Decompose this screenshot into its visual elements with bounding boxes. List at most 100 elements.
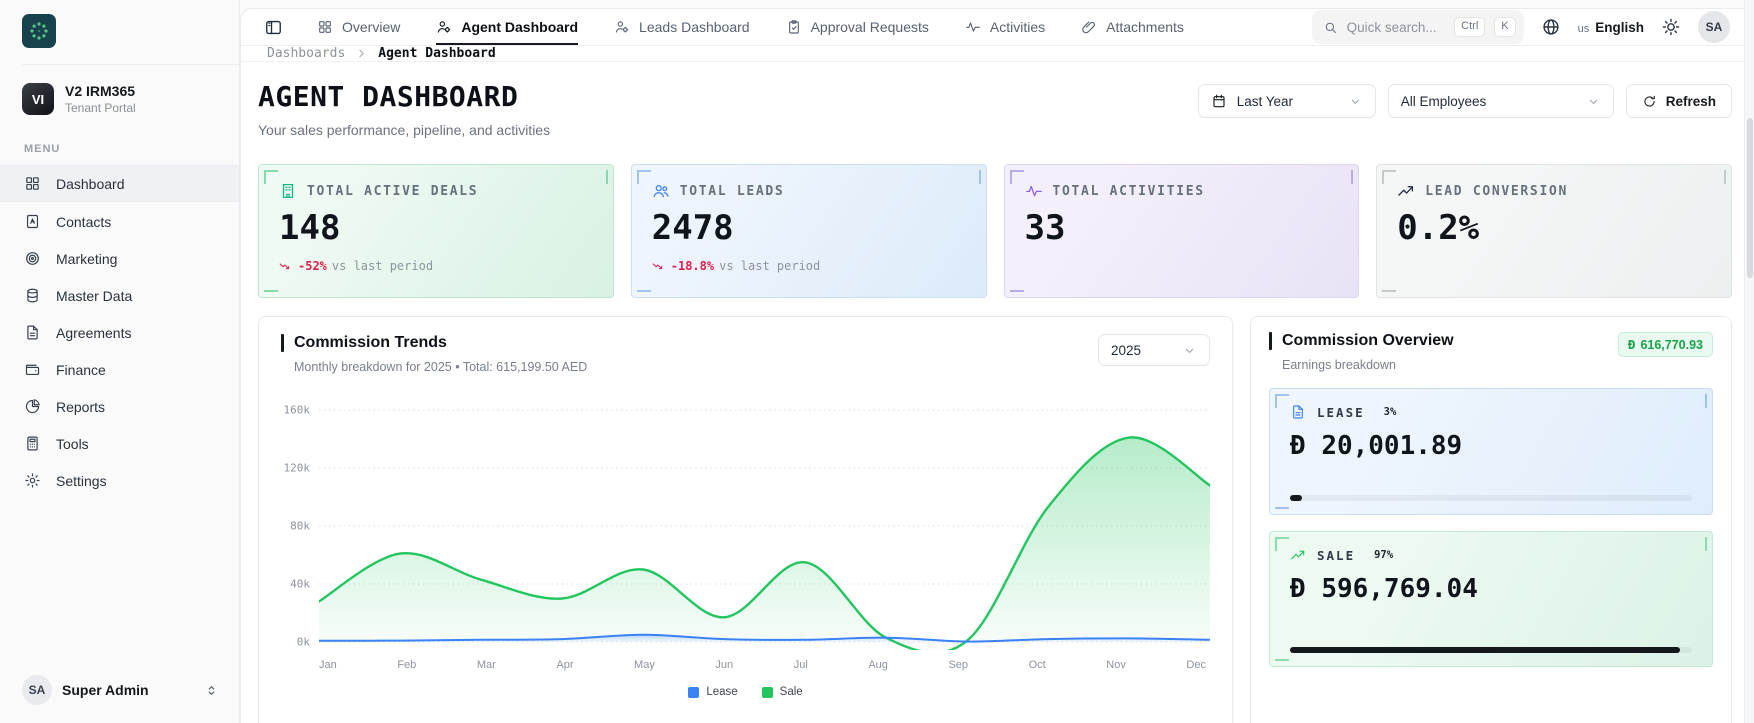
- user-switcher[interactable]: SA Super Admin: [0, 665, 239, 707]
- sidebar-item-marketing[interactable]: Marketing: [0, 241, 239, 276]
- currency-symbol: Đ: [1290, 431, 1321, 461]
- year-select-value: 2025: [1111, 343, 1141, 358]
- breadcrumb: Dashboards Agent Dashboard: [241, 46, 1754, 62]
- kpi-card-lead-conversion: LEAD CONVERSION 0.2%: [1376, 164, 1732, 298]
- sidebar-item-settings[interactable]: Settings: [0, 463, 239, 498]
- x-axis-tick: Jun: [715, 659, 733, 671]
- tab-label: Approval Requests: [811, 19, 929, 35]
- tenant-switcher[interactable]: VI V2 IRM365 Tenant Portal: [0, 83, 239, 115]
- tab-activities[interactable]: Activities: [965, 9, 1045, 45]
- grid-icon: [317, 19, 333, 35]
- tab-label: Activities: [990, 19, 1045, 35]
- language-label: English: [1595, 20, 1644, 35]
- title-accent-bar: [281, 334, 284, 352]
- trend-up-icon: [1397, 182, 1415, 200]
- sidebar-item-label: Settings: [56, 473, 107, 489]
- kpi-card-total-activities: TOTAL ACTIVITIES33: [1004, 164, 1360, 298]
- x-axis-tick: Mar: [477, 659, 496, 671]
- corner-accent: [1705, 537, 1707, 551]
- app-logo[interactable]: [22, 14, 56, 48]
- period-select-value: Last Year: [1237, 94, 1293, 109]
- theme-toggle-sun-icon[interactable]: [1661, 17, 1681, 37]
- kpi-label: LEAD CONVERSION: [1425, 184, 1568, 199]
- search-icon: [1323, 20, 1338, 35]
- grid-icon: [24, 175, 41, 192]
- kpi-value: 0.2%: [1397, 208, 1711, 248]
- sidebar-item-label: Contacts: [56, 214, 111, 230]
- profile-avatar[interactable]: SA: [1698, 11, 1730, 43]
- period-select[interactable]: Last Year: [1198, 84, 1376, 118]
- search-placeholder: Quick search...: [1347, 20, 1446, 35]
- corner-accent: [637, 170, 651, 184]
- kpi-value: 2478: [652, 208, 966, 248]
- calendar-icon: [1211, 93, 1227, 109]
- database-icon: [24, 287, 41, 304]
- sparkle-logo-icon: [27, 19, 51, 43]
- main-area: OverviewAgent DashboardLeads DashboardAp…: [240, 8, 1754, 723]
- commission-trends-panel: Commission Trends Monthly breakdown for …: [258, 316, 1233, 723]
- tab-attachments[interactable]: Attachments: [1081, 9, 1184, 45]
- currency-symbol: Đ: [1628, 337, 1636, 352]
- sidebar-item-finance[interactable]: Finance: [0, 352, 239, 387]
- user-name: Super Admin: [62, 682, 149, 698]
- refresh-icon: [1642, 94, 1657, 109]
- top-tabs: Overview Agent Dashboard Leads Dashboard Ap…: [317, 9, 1184, 45]
- corner-accent: [1382, 290, 1396, 292]
- scrollbar-thumb[interactable]: [1747, 118, 1753, 278]
- kpi-trend: -52%vs last period: [279, 259, 593, 273]
- legend-swatch: [688, 687, 699, 698]
- corner-accent: [1351, 170, 1353, 184]
- tab-leads-dashboard[interactable]: Leads Dashboard: [614, 9, 750, 45]
- search-input[interactable]: Quick search... Ctrl K: [1312, 10, 1524, 44]
- legend-item-sale[interactable]: Sale: [762, 686, 803, 698]
- building-icon: [279, 182, 297, 200]
- y-axis-tick: 0k: [297, 636, 310, 649]
- x-axis-tick: Oct: [1029, 659, 1046, 671]
- corner-accent: [1724, 170, 1726, 184]
- user-gear-icon: [614, 19, 630, 35]
- legend-swatch: [762, 687, 773, 698]
- earnings-card-sale: SALE97%Đ 596,769.04: [1269, 531, 1713, 667]
- corner-accent: [264, 290, 278, 292]
- breadcrumb-parent[interactable]: Dashboards: [267, 46, 345, 61]
- avatar: SA: [22, 675, 52, 705]
- earnings-progress-fill: [1290, 647, 1680, 653]
- file-text-icon: [24, 324, 41, 341]
- refresh-label: Refresh: [1666, 94, 1716, 109]
- sidebar-item-reports[interactable]: Reports: [0, 389, 239, 424]
- corner-accent: [1705, 394, 1707, 408]
- commission-overview-panel: Commission Overview Earnings breakdown Đ…: [1250, 316, 1732, 723]
- kpi-label: TOTAL ACTIVITIES: [1053, 184, 1205, 199]
- sidebar-item-label: Dashboard: [56, 176, 125, 192]
- tab-agent-dashboard[interactable]: Agent Dashboard: [436, 9, 578, 45]
- sidebar-item-agreements[interactable]: Agreements: [0, 315, 239, 350]
- sidebar-item-contacts[interactable]: Contacts: [0, 204, 239, 239]
- total-earnings-badge: Đ 616,770.93: [1618, 332, 1713, 357]
- sidebar-item-master-data[interactable]: Master Data: [0, 278, 239, 313]
- sidebar-toggle-button[interactable]: [255, 9, 291, 45]
- kpi-trend-text: vs last period: [332, 259, 433, 273]
- breadcrumb-current: Agent Dashboard: [378, 46, 495, 61]
- tab-overview[interactable]: Overview: [317, 9, 400, 45]
- user-gear-icon: [436, 19, 452, 35]
- corner-accent: [1275, 537, 1289, 551]
- chart-legend: Lease Sale: [281, 686, 1210, 698]
- year-select[interactable]: 2025: [1098, 334, 1210, 366]
- language-switcher[interactable]: us English: [1578, 20, 1644, 35]
- overview-panel-subtitle: Earnings breakdown: [1282, 358, 1454, 372]
- dashboard-panels: Commission Trends Monthly breakdown for …: [258, 316, 1732, 723]
- sidebar-item-tools[interactable]: Tools: [0, 426, 239, 461]
- sidebar-item-dashboard[interactable]: Dashboard: [0, 165, 239, 202]
- refresh-button[interactable]: Refresh: [1626, 84, 1732, 118]
- globe-icon[interactable]: [1541, 17, 1561, 37]
- x-axis-tick: Dec: [1186, 659, 1206, 671]
- chart-plot-area: [319, 402, 1210, 650]
- earnings-progress-track: [1290, 647, 1692, 653]
- chart-y-axis: 0k40k80k120k160k: [281, 402, 319, 650]
- y-axis-tick: 80k: [290, 520, 310, 533]
- trend-up-icon: [1290, 547, 1306, 563]
- employees-select[interactable]: All Employees: [1388, 84, 1614, 118]
- legend-item-lease[interactable]: Lease: [688, 686, 737, 698]
- earnings-cards: LEASE3%Đ 20,001.89SALE97%Đ 596,769.04: [1269, 388, 1713, 667]
- tab-approval-requests[interactable]: Approval Requests: [786, 9, 929, 45]
